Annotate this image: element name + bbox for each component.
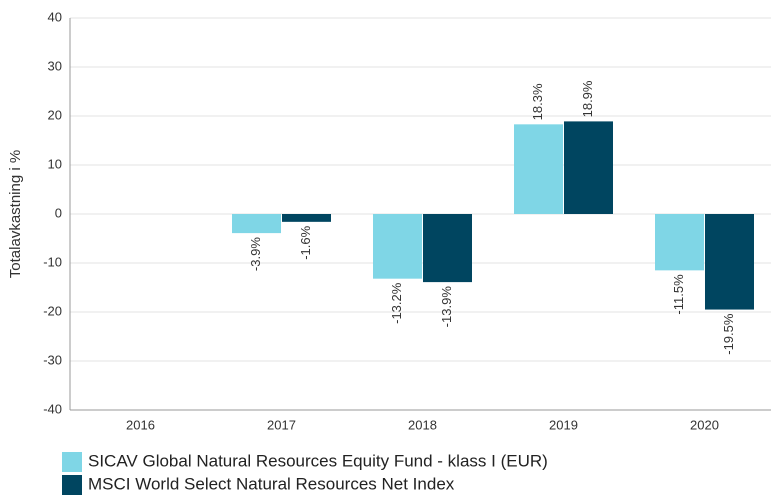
legend: SICAV Global Natural Resources Equity Fu…: [62, 451, 548, 495]
bar: [514, 124, 563, 214]
data-label: -19.5%: [721, 313, 736, 355]
y-tick-label: 0: [55, 205, 62, 220]
legend-label: MSCI World Select Natural Resources Net …: [88, 474, 455, 493]
bar: [423, 214, 472, 283]
x-tick-label: 2017: [267, 417, 296, 432]
data-label: 18.9%: [580, 80, 595, 117]
data-label: -13.9%: [439, 286, 454, 328]
bar: [705, 214, 754, 310]
y-tick-label: 10: [48, 156, 62, 171]
y-tick-label: 30: [48, 58, 62, 73]
legend-swatch: [62, 475, 82, 495]
y-tick-label: -20: [43, 303, 62, 318]
bar: [373, 214, 422, 279]
legend-label: SICAV Global Natural Resources Equity Fu…: [88, 451, 548, 470]
data-label: 18.3%: [530, 83, 545, 120]
x-tick-label: 2020: [690, 417, 719, 432]
y-tick-label: -30: [43, 352, 62, 367]
bar: [282, 214, 331, 222]
legend-swatch: [62, 452, 82, 472]
data-label: -13.2%: [389, 282, 404, 324]
data-label: -11.5%: [671, 274, 686, 315]
x-tick-label: 2019: [549, 417, 578, 432]
x-tick-label: 2018: [408, 417, 437, 432]
data-label: -1.6%: [298, 225, 313, 259]
x-tick-label: 2016: [126, 417, 155, 432]
y-tick-label: -40: [43, 401, 62, 416]
y-tick-label: -10: [43, 254, 62, 269]
bar: [232, 214, 281, 234]
y-tick-label: 20: [48, 107, 62, 122]
bar: [655, 214, 704, 271]
bar: [564, 121, 613, 214]
data-label: -3.9%: [248, 237, 263, 271]
y-axis-label: Totalavkastning i %: [7, 150, 24, 278]
y-tick-label: 40: [48, 9, 62, 24]
